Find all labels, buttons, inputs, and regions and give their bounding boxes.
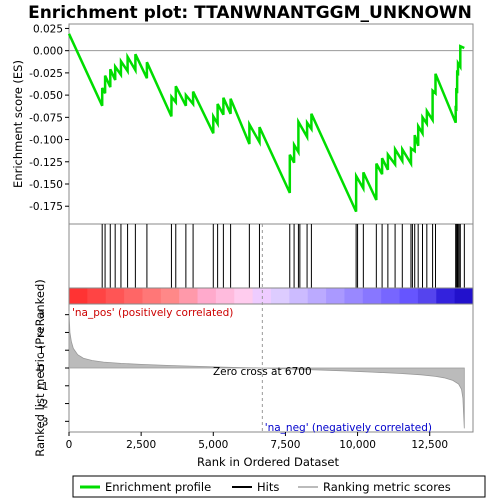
rank-y-tick-label: -3 bbox=[38, 416, 48, 428]
gradient-segment bbox=[381, 288, 401, 304]
gradient-segment bbox=[234, 288, 254, 304]
gradient-segment bbox=[87, 288, 107, 304]
rank-y-tick-label: -2 bbox=[38, 399, 48, 411]
legend-label-ranking: Ranking metric scores bbox=[323, 480, 451, 494]
gradient-segment bbox=[362, 288, 382, 304]
es-y-tick-label: -0.050 bbox=[29, 90, 63, 102]
es-panel bbox=[68, 23, 474, 225]
legend-label-hits: Hits bbox=[257, 480, 279, 494]
rank-x-tick-label: 7,500 bbox=[270, 439, 300, 451]
gradient-segment bbox=[69, 288, 88, 304]
rank-x-tick-label: 5,000 bbox=[198, 439, 228, 451]
es-y-tick-label: 0.000 bbox=[33, 46, 63, 58]
es-y-axis: 0.025 0.000 -0.025 -0.050 -0.075 -0.100 -0.125… bbox=[29, 23, 69, 213]
rank-x-axis: 0 2,500 5,000 7,500 10,000 12,500 bbox=[66, 432, 448, 451]
gradient-segment bbox=[197, 288, 217, 304]
es-y-tick-label: 0.025 bbox=[33, 23, 63, 35]
es-y-tick-label: -0.100 bbox=[29, 135, 63, 147]
rank-y-axis: 3 2 1 0 -1 -2 -3 bbox=[38, 310, 69, 428]
es-y-tick-label: -0.075 bbox=[29, 112, 63, 124]
gradient-segment bbox=[417, 288, 437, 304]
rank-x-label: Rank in Ordered Dataset bbox=[197, 455, 340, 469]
neg-label: 'na_neg' (negatively correlated) bbox=[265, 422, 432, 434]
hits-panel bbox=[68, 223, 474, 289]
rank-y-tick-label: 0 bbox=[38, 363, 45, 375]
gradient-segment bbox=[179, 288, 199, 304]
gradient-segment bbox=[215, 288, 235, 304]
rank-y-tick-label: 1 bbox=[38, 345, 45, 357]
rank-x-tick-label: 10,000 bbox=[339, 439, 376, 451]
es-y-tick-label: -0.175 bbox=[29, 201, 63, 213]
es-y-tick-label: -0.125 bbox=[29, 157, 63, 169]
gradient-segment bbox=[105, 288, 125, 304]
gradient-segment bbox=[326, 288, 345, 304]
gradient-segment bbox=[436, 288, 456, 304]
chart-title: Enrichment plot: TTANWNANTGGM_UNKNOWN bbox=[28, 3, 472, 23]
gradient-segment bbox=[399, 288, 419, 304]
rank-y-tick-label: 2 bbox=[38, 327, 45, 339]
legend bbox=[72, 475, 486, 498]
rank-y-tick-label: 3 bbox=[38, 310, 45, 322]
rank-y-label: Ranked list metric (PreRanked) bbox=[33, 279, 47, 457]
es-y-tick-label: -0.025 bbox=[29, 68, 63, 80]
legend-label-enrichment: Enrichment profile bbox=[105, 480, 211, 494]
zero-cross-label: Zero cross at 6700 bbox=[213, 366, 312, 378]
es-y-tick-label: -0.150 bbox=[29, 179, 63, 191]
gradient-segment bbox=[454, 288, 474, 304]
gradient-segment bbox=[124, 288, 143, 304]
rank-x-tick-label: 12,500 bbox=[411, 439, 448, 451]
pos-label: 'na_pos' (positively correlated) bbox=[72, 307, 233, 319]
rank-gradient-bar bbox=[69, 288, 474, 304]
rank-metric-fill bbox=[68, 311, 465, 429]
gradient-segment bbox=[344, 288, 364, 304]
gradient-segment bbox=[307, 288, 327, 304]
rank-x-tick-label: 2,500 bbox=[126, 439, 156, 451]
hit-marks bbox=[101, 224, 465, 288]
legend-item-hits: Hits bbox=[232, 480, 279, 494]
rank-x-tick-label: 0 bbox=[66, 439, 73, 451]
gradient-segment bbox=[289, 288, 309, 304]
legend-item-ranking: Ranking metric scores bbox=[298, 480, 451, 494]
es-curve bbox=[67, 33, 465, 213]
rank-metric-area bbox=[68, 311, 465, 429]
es-series-line bbox=[67, 33, 465, 213]
gradient-segment bbox=[160, 288, 180, 304]
legend-item-enrichment: Enrichment profile bbox=[80, 480, 211, 494]
gradient-segment bbox=[142, 288, 162, 304]
es-y-label: Enrichment score (ES) bbox=[11, 60, 25, 188]
rank-y-tick-label: -1 bbox=[38, 381, 48, 393]
gradient-segment bbox=[271, 288, 290, 304]
